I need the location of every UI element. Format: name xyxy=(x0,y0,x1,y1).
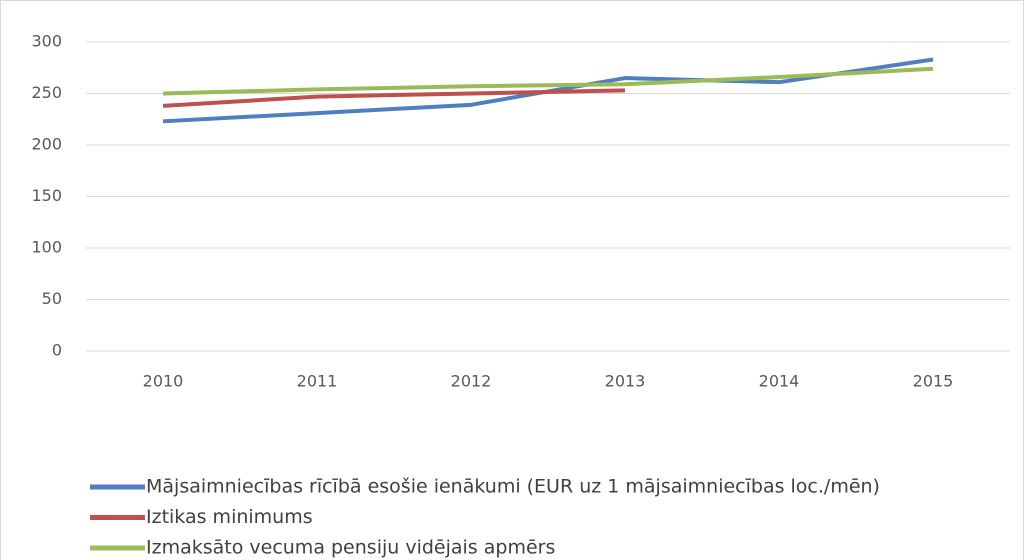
series-line xyxy=(162,66,934,96)
x-tick-label: 2015 xyxy=(913,372,954,391)
legend-label: Iztikas minimums xyxy=(146,506,313,528)
x-tick-label: 2010 xyxy=(143,372,184,391)
legend-label: Mājsaimniecības rīcībā esošie ienākumi (… xyxy=(146,476,880,498)
y-tick-label: 50 xyxy=(42,289,62,308)
x-tick-label: 2011 xyxy=(297,372,338,391)
y-tick-label: 200 xyxy=(31,135,62,154)
legend-label: Izmaksāto vecuma pensiju vidējais apmērs xyxy=(146,537,555,559)
y-tick-label: 250 xyxy=(31,83,62,102)
y-tick-label: 150 xyxy=(31,186,62,205)
y-tick-label: 0 xyxy=(52,341,62,360)
y-tick-label: 100 xyxy=(31,238,62,257)
x-tick-label: 2013 xyxy=(605,372,646,391)
x-tick-label: 2014 xyxy=(759,372,800,391)
x-tick-label: 2012 xyxy=(451,372,492,391)
y-tick-label: 300 xyxy=(31,32,62,51)
series-line xyxy=(162,88,626,108)
